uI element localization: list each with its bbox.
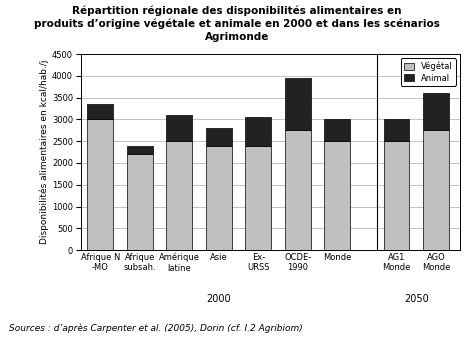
Legend: Végétal, Animal: Végétal, Animal — [401, 58, 456, 86]
Bar — [246, 146, 271, 250]
Bar — [166, 141, 192, 250]
Bar — [206, 146, 232, 250]
Bar — [423, 93, 449, 130]
Bar — [285, 130, 310, 250]
Text: produits d’origine végétale et animale en 2000 et dans les scénarios: produits d’origine végétale et animale e… — [34, 19, 440, 29]
Text: Agrimonde: Agrimonde — [205, 32, 269, 42]
Text: Répartition régionale des disponibilités alimentaires en: Répartition régionale des disponibilités… — [72, 5, 402, 16]
Bar — [206, 128, 232, 146]
Bar — [127, 146, 153, 154]
Bar — [384, 141, 410, 250]
Bar — [127, 154, 153, 250]
Bar — [88, 119, 113, 250]
Y-axis label: Disponibilités alimentaires en kcal/hab./j: Disponibilités alimentaires en kcal/hab.… — [39, 60, 49, 244]
Text: 2050: 2050 — [404, 294, 428, 304]
Bar — [423, 130, 449, 250]
Text: Sources : d’après Carpenter et al. (2005), Dorin (cf. I.2 Agribiom): Sources : d’après Carpenter et al. (2005… — [9, 323, 303, 333]
Bar — [88, 104, 113, 119]
Bar — [384, 119, 410, 141]
Text: 2000: 2000 — [207, 294, 231, 304]
Bar — [285, 78, 310, 130]
Bar — [166, 115, 192, 141]
Bar — [325, 141, 350, 250]
Bar — [246, 117, 271, 146]
Bar — [325, 119, 350, 141]
